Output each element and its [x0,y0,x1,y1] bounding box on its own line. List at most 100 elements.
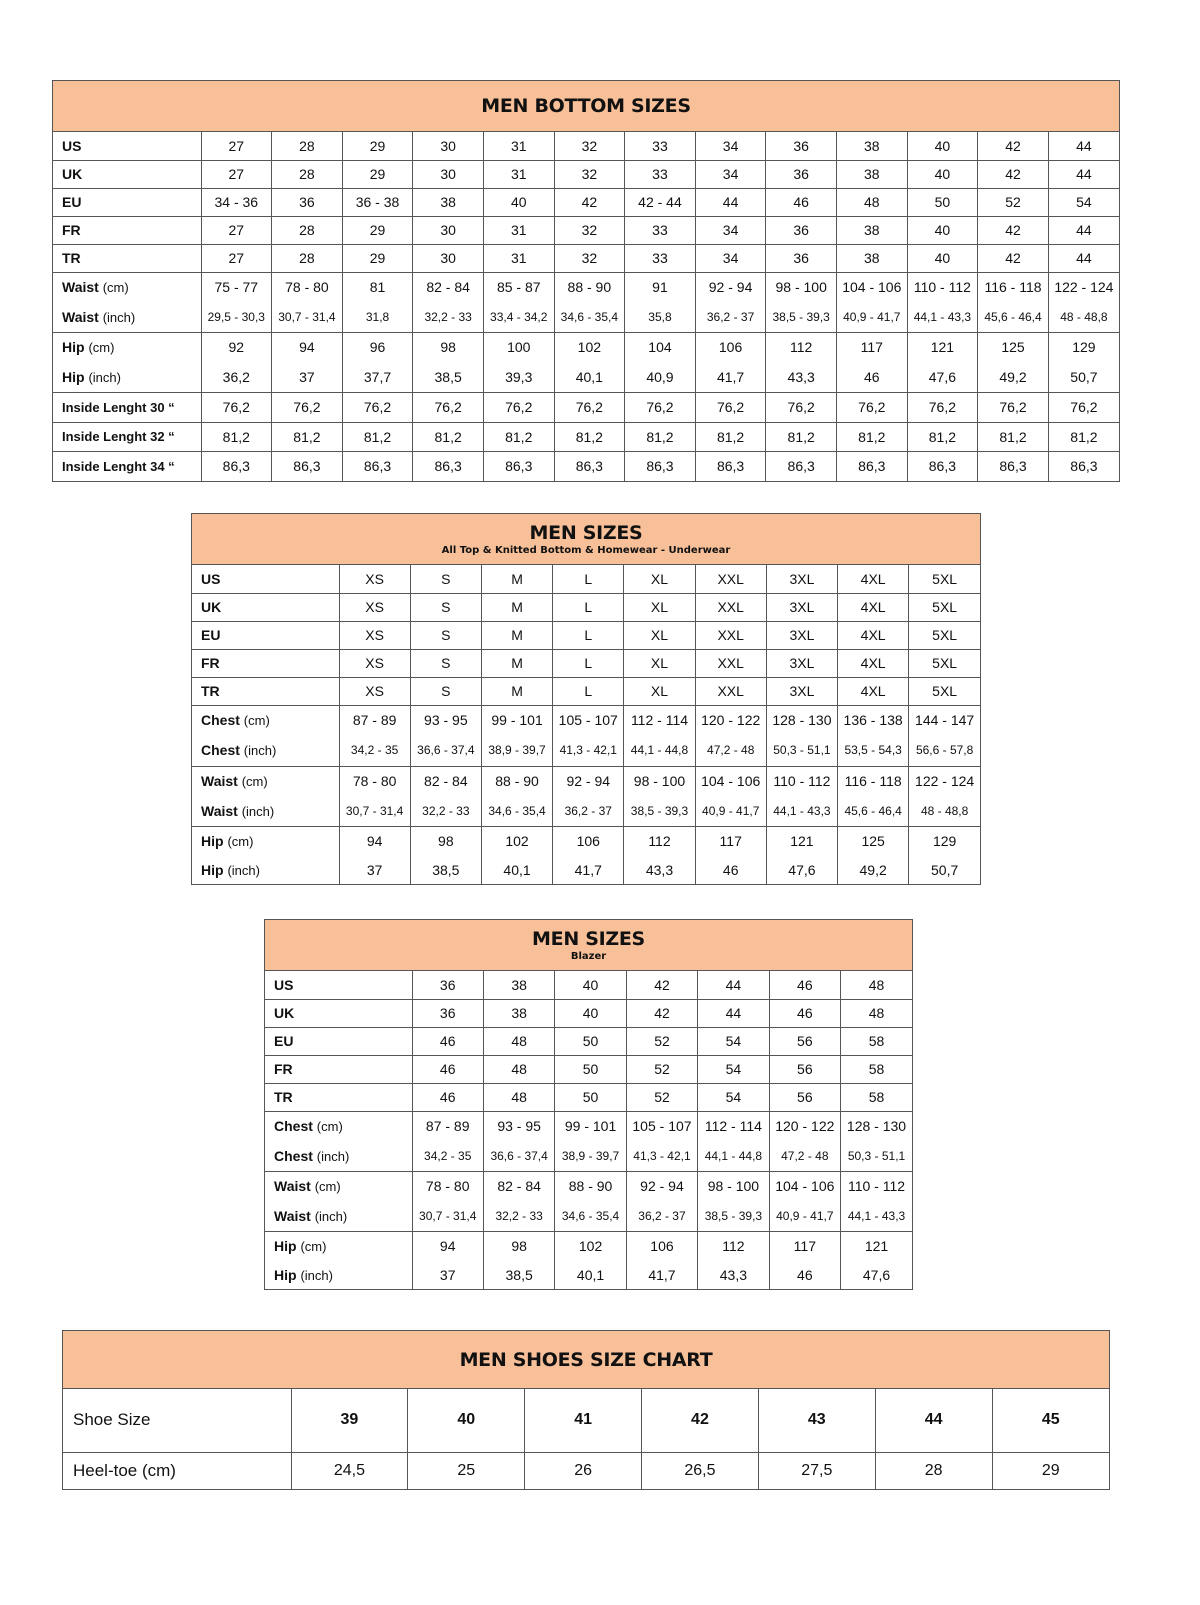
size-cell: 32,2 - 33 [482,1201,555,1231]
size-cell: 116 - 118 [837,765,909,796]
size-cell: 92 - 94 [552,765,624,796]
row-label-text: Waist [201,802,238,819]
size-cell: 112 - 114 [697,1110,770,1141]
row-label: TR [265,1082,412,1111]
size-cell: 40,1 [553,362,625,392]
size-cell: 87 - 89 [411,1110,484,1141]
size-cell: 110 - 112 [765,765,838,796]
size-cell: 47,2 - 48 [768,1141,841,1171]
table-title: MEN SIZES [532,928,645,950]
size-cell: XXL [694,620,767,649]
size-cell: 50,7 [908,855,980,884]
size-cell: 29 [341,243,413,272]
size-cell: XS [338,565,411,593]
size-cell: 94 [271,331,343,362]
size-cell: 4XL [837,620,909,649]
row-unit: (inch) [243,743,277,759]
size-cell: 37 [411,1260,484,1289]
table-row: Chest (cm) 87 - 89 93 - 95 99 - 101 105 - 10… [265,1110,912,1141]
row-label-text: UK [201,599,222,615]
row-label: TR [192,676,339,705]
size-cell: 99 - 101 [554,1110,627,1141]
size-cell: 48 - 48,8 [1047,302,1119,332]
size-cell: 98 [482,1230,555,1260]
table-row: UK 36 38 40 42 44 46 48 [265,998,912,1027]
row-label: Waist (cm) [192,765,339,796]
size-cell: 5XL [908,648,980,677]
size-cell: 36 [411,998,484,1027]
men-blazer-sizes-table: MEN SIZES Blazer US 36 38 40 42 44 46 48 UK 36 38 40 4… [264,919,913,1290]
row-unit: (cm) [316,1119,343,1135]
size-cell: 81,2 [482,421,555,451]
size-cell: 46 [694,855,767,884]
size-cell: 45 [991,1389,1109,1452]
size-cell: 92 [200,331,272,362]
table-row: Chest (inch) 34,2 - 35 36,6 - 37,4 38,9 - 3… [192,735,980,766]
size-cell: 92 - 94 [625,1170,698,1201]
size-cell: 48 [840,998,912,1027]
table-row: US 36 38 40 42 44 46 48 [265,971,912,999]
size-cell: S [409,676,482,705]
row-label-text: Heel-toe (cm) [73,1460,176,1480]
size-cell: 40 [482,187,555,216]
size-cell: 36 [765,243,837,272]
size-cell: 36,6 - 37,4 [409,735,482,766]
size-cell: 78 - 80 [338,765,411,796]
size-cell: 99 - 101 [480,704,553,735]
size-cell: 54 [697,1026,770,1055]
row-label: Waist (cm) [265,1170,412,1201]
size-cell: 31 [482,132,555,160]
size-cell: 42 [977,159,1049,188]
size-cell: S [409,648,482,677]
size-cell: L [552,592,624,621]
size-cell: 38,5 - 39,3 [765,302,837,332]
size-cell: 41 [524,1389,642,1452]
size-cell: 36,2 - 37 [552,796,624,826]
size-cell: 86,3 [694,450,766,481]
table-header: MEN SIZES Blazer [265,920,912,971]
row-label: Heel-toe (cm) [63,1451,291,1489]
size-cell: 48 - 48,8 [908,796,980,826]
row-label-text: Chest [201,742,240,759]
size-cell: 76,2 [271,391,343,422]
row-label: EU [265,1026,412,1055]
row-label-text: Shoe Size [73,1410,151,1430]
size-cell: 76,2 [765,391,837,422]
row-label-text: FR [62,222,81,238]
row-label: US [53,132,201,160]
size-cell: 76,2 [624,391,696,422]
size-cell: S [409,565,482,593]
size-cell: 47,6 [765,855,838,884]
row-label-text: FR [201,655,220,671]
size-cell: 88 - 90 [553,271,625,302]
size-cell: 30 [412,215,484,244]
size-cell: 125 [977,331,1049,362]
size-cell: XL [623,620,696,649]
size-cell: S [409,620,482,649]
size-cell: 121 [840,1230,912,1260]
row-label: UK [192,592,339,621]
size-cell: 30,7 - 31,4 [271,302,343,332]
size-cell: 117 [835,331,908,362]
size-cell: 39,3 [482,362,555,392]
size-cell: 33 [624,243,696,272]
size-cell: 41,7 [552,855,624,884]
size-cell: 41,7 [625,1260,698,1289]
row-label: Waist (cm) [53,271,201,302]
size-cell: 81 [341,271,413,302]
size-cell: 86,3 [200,450,272,481]
size-cell: 40 [554,971,627,999]
size-cell: 34,6 - 35,4 [553,302,625,332]
table-row: Chest (cm) 87 - 89 93 - 95 99 - 101 105 - 10… [192,704,980,735]
size-cell: 5XL [908,565,980,593]
size-cell: 76,2 [553,391,625,422]
size-cell: 104 - 106 [768,1170,841,1201]
size-cell: 50,7 [1047,362,1119,392]
size-cell: 58 [840,1026,912,1055]
size-cell: 42 [625,998,698,1027]
table-row: FR 46 48 50 52 54 56 58 [265,1054,912,1083]
size-cell: 4XL [837,676,909,705]
size-cell: 110 - 112 [906,271,978,302]
row-unit: (cm) [102,280,129,296]
size-cell: 34,6 - 35,4 [554,1201,627,1231]
